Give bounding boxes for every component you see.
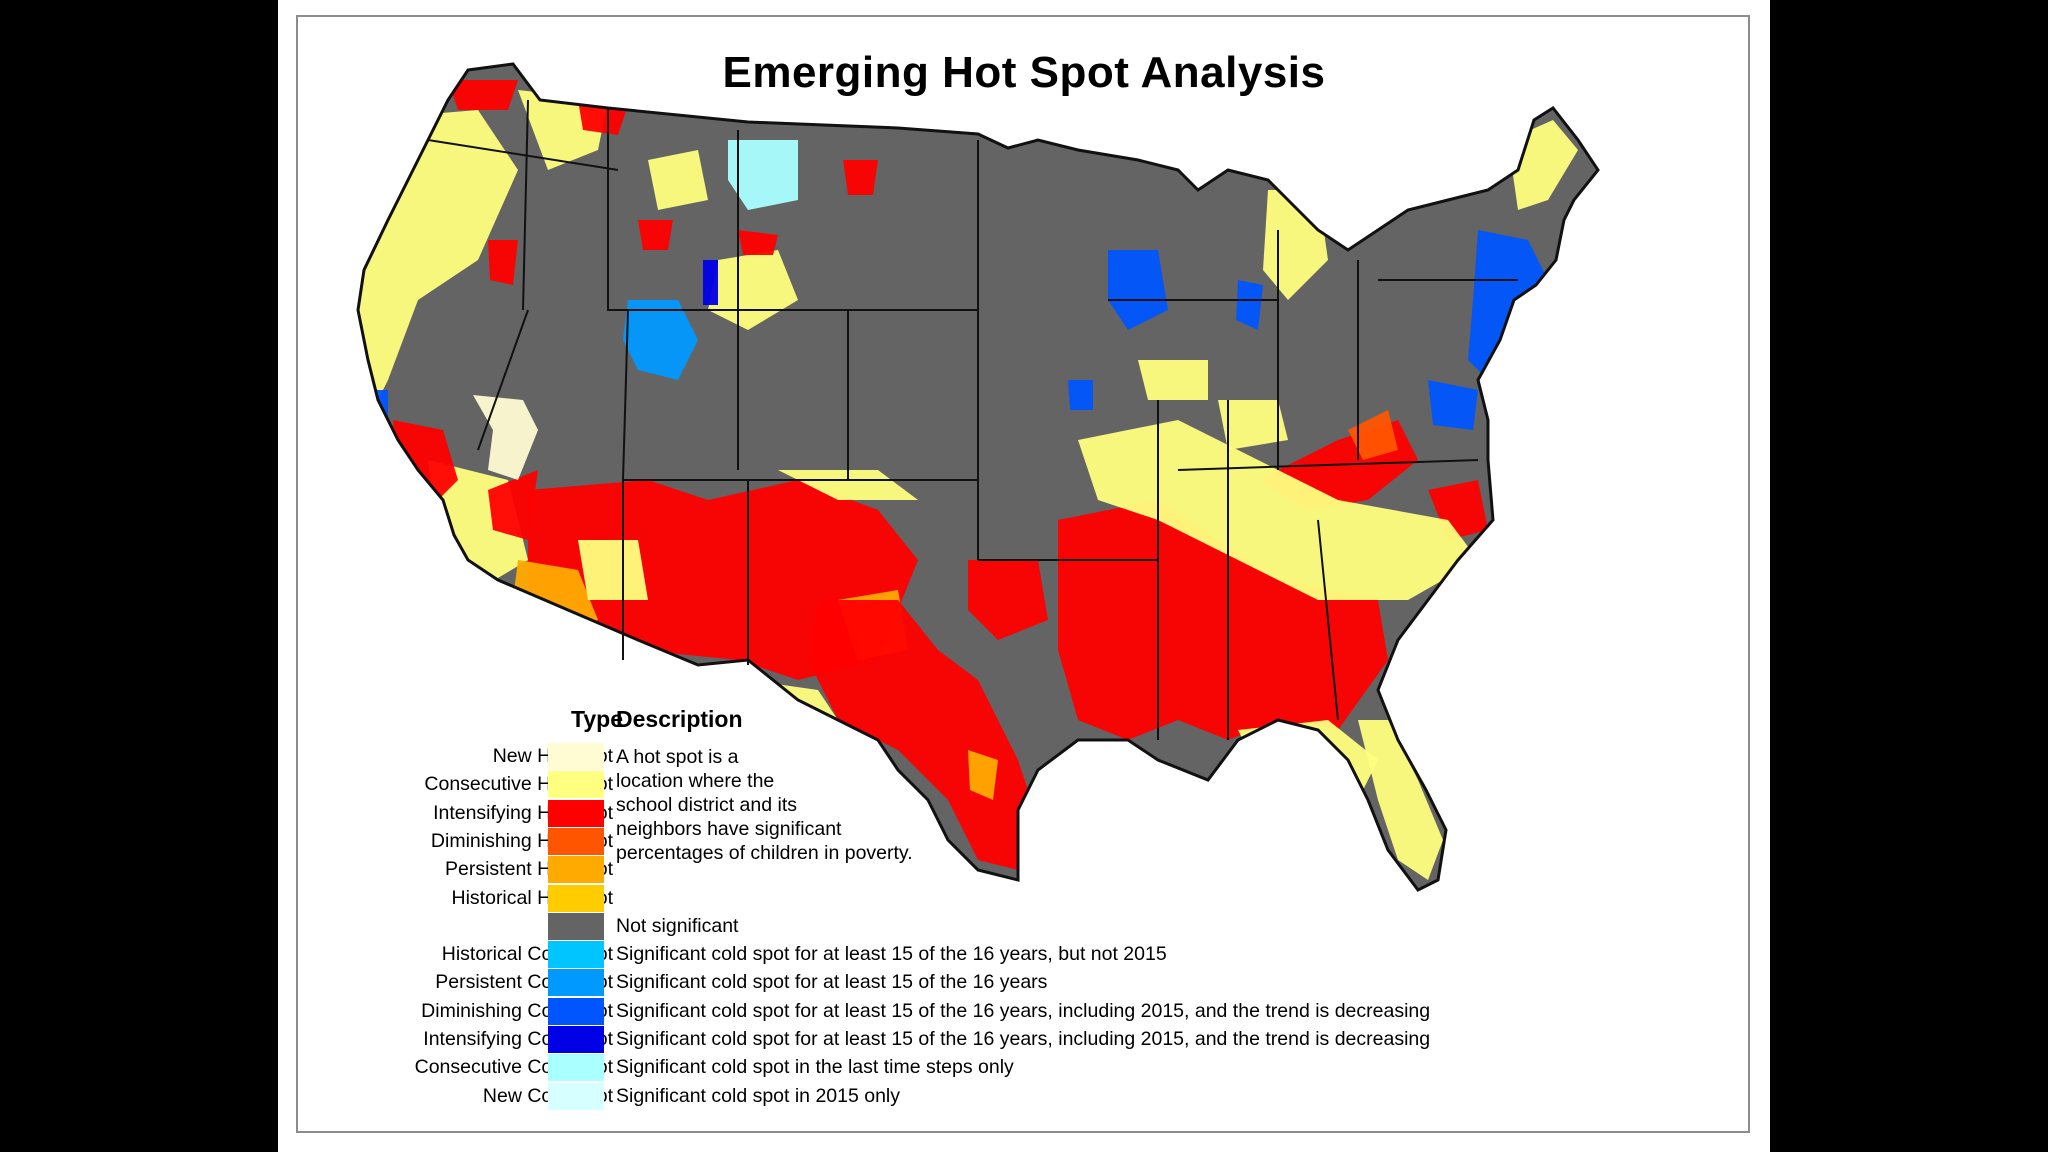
legend-swatch <box>548 771 604 799</box>
diminishing-cold-region <box>1108 250 1168 330</box>
legend-swatch <box>548 799 604 827</box>
persistent-hot-region <box>968 750 998 800</box>
consecutive-hot-region <box>578 540 648 600</box>
consecutive-cold-region <box>728 140 798 210</box>
state-border <box>607 108 738 311</box>
map-frame <box>296 15 1750 1133</box>
legend-description: Not significant <box>616 914 739 937</box>
persistent-cold-region <box>1513 310 1538 350</box>
diminishing-cold-region <box>1068 380 1093 410</box>
map-title: Emerging Hot Spot Analysis <box>722 48 1326 97</box>
legend-description-header: Description <box>616 706 743 732</box>
consecutive-hot-region <box>1358 720 1443 880</box>
intensifying-cold-region <box>703 260 718 305</box>
intensifying-hot-region <box>638 220 673 250</box>
state-border <box>1317 519 1339 721</box>
state-border <box>1177 459 1479 471</box>
legend-description: Significant cold spot for at least 15 of… <box>616 1028 1431 1050</box>
legend-type-header: Type <box>571 706 623 732</box>
state-border <box>522 99 529 311</box>
legend-swatch <box>548 997 604 1025</box>
diminishing-hot-region <box>1348 410 1398 460</box>
legend-description: Significant cold spot for at least 15 of… <box>616 999 1431 1022</box>
consecutive-hot-region <box>1218 400 1288 450</box>
legend-swatch <box>548 856 604 884</box>
legend-description: Significant cold spot in 2015 only <box>616 1084 901 1107</box>
consecutive-hot-region <box>1138 360 1208 400</box>
legend-swatch <box>548 969 604 997</box>
legend-swatch <box>548 827 604 855</box>
intensifying-hot-region <box>843 160 878 195</box>
legend-swatch <box>548 1054 604 1082</box>
legend-swatch <box>548 1082 604 1110</box>
map-slide: Emerging Hot Spot Analysis Type Descript… <box>278 0 1770 1152</box>
consecutive-hot-region <box>778 470 918 500</box>
intensifying-hot-region <box>448 80 518 110</box>
legend-swatch <box>548 884 604 912</box>
intensifying-hot-region <box>488 470 538 540</box>
intensifying-hot-region <box>488 240 518 285</box>
state-border <box>838 479 979 560</box>
legend-swatch <box>548 912 604 940</box>
diminishing-cold-region <box>1468 230 1548 380</box>
persistent-cold-region <box>623 300 698 380</box>
intensifying-hot-region <box>808 600 1038 870</box>
diminishing-cold-region <box>1428 380 1478 430</box>
legend-description: Significant cold spot for at least 15 of… <box>616 971 1048 994</box>
intensifying-hot-region <box>738 230 778 255</box>
legend-swatch <box>548 1026 604 1053</box>
hot-spot-description: A hot spot is a location where the schoo… <box>616 746 913 864</box>
state-border <box>427 139 619 171</box>
legend-swatch <box>548 743 604 770</box>
legend-description: Significant cold spot for at least 15 of… <box>616 943 1167 966</box>
consecutive-hot-region <box>1078 420 1478 600</box>
consecutive-hot-region <box>648 150 708 210</box>
intensifying-hot-region <box>968 560 1048 640</box>
legend-swatch <box>548 941 604 969</box>
state-border <box>477 309 529 451</box>
diminishing-cold-region <box>1236 280 1263 330</box>
legend-description: Significant cold spot in the last time s… <box>616 1056 1014 1079</box>
